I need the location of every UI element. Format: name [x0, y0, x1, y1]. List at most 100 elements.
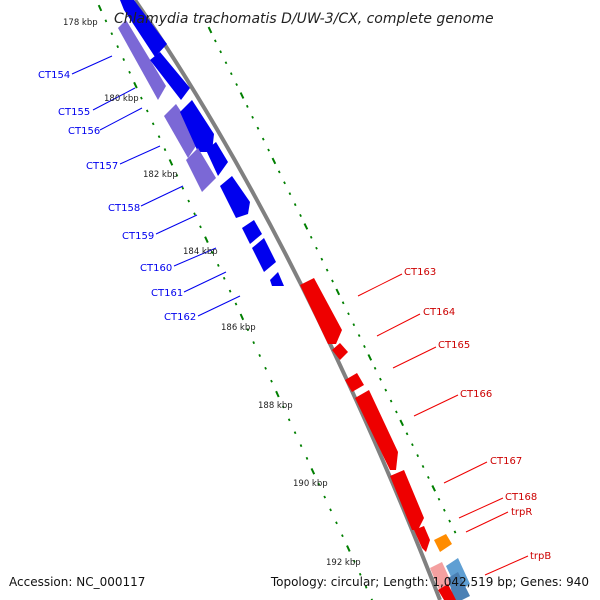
minor-tick-mark: [373, 366, 377, 370]
minor-tick-mark: [157, 135, 161, 139]
leader-trpB: [484, 555, 529, 576]
minor-tick-mark: [222, 276, 226, 280]
genome-backbone: [133, 0, 442, 600]
leader-ct167: [443, 461, 488, 484]
major-tick-mark: [310, 467, 316, 475]
gene-label-trpB[interactable]: trpB: [530, 551, 551, 562]
leader-ct157: [119, 145, 161, 165]
topology-text: Topology: circular; Length: 1,042,519 bp…: [270, 575, 589, 589]
leader-ct158: [140, 185, 184, 207]
gene-label-ct158[interactable]: CT158: [108, 203, 140, 214]
gene-block-red-bottom: [438, 584, 456, 600]
minor-tick-mark: [288, 192, 292, 196]
gene-label-ct162[interactable]: CT162: [164, 312, 196, 323]
minor-tick-mark: [427, 475, 430, 479]
reverse-gene-labels: CT154 CT155 CT156 CT157 CT158 CT159 CT16…: [38, 70, 196, 323]
minor-tick-mark: [104, 19, 108, 23]
gene-label-ct163[interactable]: CT163: [404, 267, 436, 278]
minor-tick-mark: [309, 235, 313, 239]
minor-tick-mark: [245, 104, 249, 108]
minor-tick-mark: [229, 72, 233, 76]
minor-tick-mark: [317, 482, 321, 486]
gene-label-ct167[interactable]: CT167: [490, 456, 522, 467]
minor-tick-mark: [287, 418, 291, 422]
gene-label-ct155[interactable]: CT155: [58, 107, 90, 118]
minor-tick-mark: [347, 312, 350, 316]
leader-ct155: [92, 87, 136, 111]
minor-tick-mark: [329, 508, 332, 512]
gene-label-ct160[interactable]: CT160: [140, 263, 172, 274]
minor-tick-mark: [448, 519, 452, 523]
gene-block-ct165: [345, 373, 364, 392]
minor-tick-mark: [246, 328, 250, 332]
minor-tick-mark: [323, 495, 327, 499]
major-tick-mark: [303, 223, 309, 230]
major-tick-mark: [133, 81, 138, 89]
minor-tick-mark: [181, 186, 185, 190]
gene-label-ct159[interactable]: CT159: [122, 231, 154, 242]
minor-tick-mark: [453, 530, 457, 534]
minor-tick-mark: [335, 521, 338, 525]
gene-label-ct166[interactable]: CT166: [460, 389, 492, 400]
major-tick-mark: [168, 159, 174, 166]
minor-tick-mark: [228, 289, 232, 293]
minor-tick-mark: [364, 585, 368, 589]
minor-tick-mark: [341, 301, 345, 305]
kbp-label: 190 kbp: [293, 479, 328, 489]
minor-tick-mark: [363, 344, 366, 349]
minor-tick-mark: [122, 58, 126, 61]
minor-tick-mark: [199, 225, 202, 229]
minor-tick-mark: [293, 203, 297, 207]
gene-block-ct160: [242, 220, 262, 244]
minor-tick-mark: [175, 173, 179, 177]
gene-label-ct154[interactable]: CT154: [38, 70, 70, 81]
forward-gene-labels: CT163 CT164 CT165 CT166 CT167 CT168 trpR…: [404, 267, 551, 562]
major-tick-mark: [275, 390, 280, 398]
gene-block-ct163: [300, 278, 342, 344]
gene-label-ct168[interactable]: CT168: [505, 492, 537, 503]
minor-tick-mark: [270, 379, 273, 383]
leader-ct163: [357, 273, 403, 297]
minor-tick-mark: [421, 464, 425, 469]
minor-tick-mark: [235, 83, 238, 87]
minor-tick-mark: [358, 572, 362, 576]
minor-tick-mark: [325, 268, 329, 272]
gene-block-ct154-blue: [120, 0, 167, 57]
gene-label-ct157[interactable]: CT157: [86, 161, 118, 172]
gene-block-ct157: [180, 100, 214, 152]
kbp-label: 178 kbp: [63, 18, 98, 28]
forward-strand-genes: [300, 278, 470, 600]
gene-label-trpR[interactable]: trpR: [511, 507, 532, 518]
major-tick-mark: [204, 236, 209, 244]
gene-block-trpB-pink: [430, 562, 452, 592]
gene-block-ct168: [414, 526, 430, 552]
leader-ct165: [392, 346, 437, 369]
minor-tick-mark: [219, 50, 223, 54]
minor-tick-mark: [187, 199, 191, 203]
minor-tick-mark: [281, 405, 285, 409]
minor-tick-mark: [252, 341, 256, 345]
tick-tracks: [97, 4, 457, 600]
leader-trpR: [465, 511, 509, 533]
gene-label-ct161[interactable]: CT161: [151, 288, 183, 299]
leader-ct154: [71, 55, 113, 75]
gene-block-ct162: [270, 272, 284, 286]
minor-tick-mark: [341, 534, 344, 538]
major-tick-mark: [239, 92, 245, 99]
leader-ct161: [183, 271, 227, 293]
gene-label-ct156[interactable]: CT156: [68, 126, 100, 137]
gene-label-ct164[interactable]: CT164: [423, 307, 455, 318]
minor-tick-mark: [384, 388, 388, 392]
minor-tick-mark: [110, 32, 114, 36]
minor-tick-mark: [352, 323, 356, 327]
kbp-label: 188 kbp: [258, 401, 293, 411]
minor-tick-mark: [116, 45, 120, 49]
gene-block-ct166: [355, 390, 398, 470]
accession-text: Accession: NC_000117: [9, 575, 145, 589]
gene-label-ct165[interactable]: CT165: [438, 340, 470, 351]
minor-tick-mark: [277, 170, 281, 174]
minor-tick-mark: [283, 181, 286, 185]
minor-tick-mark: [213, 39, 217, 43]
minor-tick-mark: [299, 444, 303, 448]
minor-tick-mark: [320, 257, 324, 261]
